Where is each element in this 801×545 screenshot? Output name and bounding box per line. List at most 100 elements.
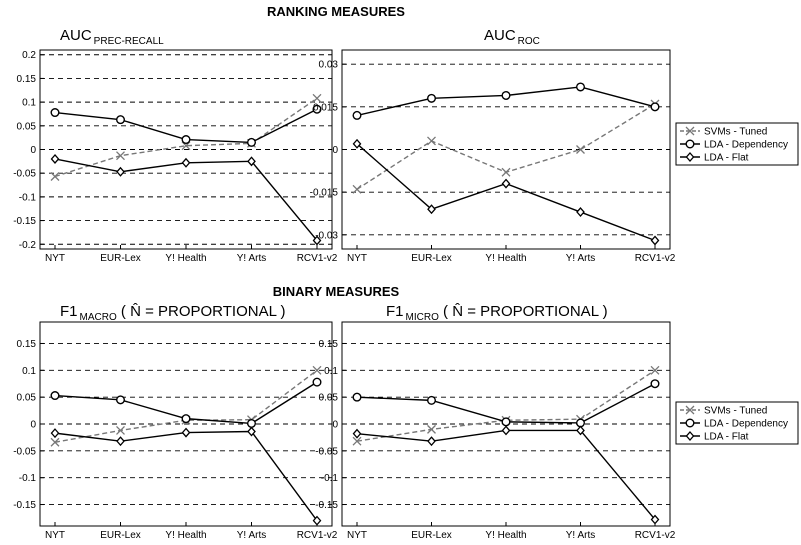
y-tick-label: 0.1	[22, 366, 36, 377]
data-point	[181, 414, 191, 424]
chart-title-suffix: ( N̂ = PROPORTIONAL )	[117, 303, 286, 320]
data-point	[50, 108, 60, 118]
data-point	[427, 424, 436, 434]
y-tick-label: -0.05	[13, 446, 36, 457]
legend-label: SVMs - Tuned	[704, 127, 767, 138]
data-point	[352, 436, 362, 446]
series-line	[54, 97, 318, 178]
x-tick-label: Y! Arts	[566, 530, 595, 541]
y-tick-label: 0.03	[319, 60, 339, 71]
chart-title-main: AUC	[60, 27, 92, 44]
data-point	[312, 235, 322, 246]
chart-title-main: F1	[60, 303, 78, 320]
chart-title: AUC PREC-RECALL	[60, 27, 164, 47]
data-point	[427, 93, 437, 103]
x-tick-label: NYT	[347, 253, 367, 264]
y-tick-label: -0.1	[19, 473, 37, 484]
y-tick-label: -0.15	[13, 500, 36, 511]
legend-marker	[685, 126, 695, 136]
x-tick-label: Y! Health	[165, 253, 206, 264]
data-point	[246, 137, 256, 147]
data-point	[352, 428, 362, 439]
data-point	[650, 379, 660, 389]
data-point	[352, 110, 362, 120]
legend-2: SVMs - Tuned LDA - Dependency LDA - Flat	[675, 401, 799, 445]
legend-marker	[685, 405, 695, 415]
x-tick-label: Y! Health	[485, 253, 526, 264]
legend-marker	[685, 152, 695, 162]
series-d	[50, 153, 322, 246]
y-tick-label: 0.1	[324, 366, 338, 377]
section-title-binary: BINARY MEASURES	[273, 284, 400, 299]
x-tick-label: RCV1-v2	[635, 253, 676, 264]
data-point	[181, 427, 191, 438]
x-tick-label: EUR-Lex	[100, 530, 141, 541]
data-point	[427, 204, 436, 215]
chart-title-subscript: PREC-RECALL	[94, 36, 164, 47]
y-tick-label: -0.1	[321, 473, 339, 484]
legend-label: SVMs - Tuned	[704, 406, 767, 417]
legend-item: SVMs - Tuned	[680, 406, 767, 417]
data-point	[116, 436, 125, 447]
chart-title: AUC ROC	[484, 27, 540, 47]
data-point	[650, 514, 660, 525]
plot-frame	[341, 321, 671, 527]
data-point	[247, 156, 256, 167]
series-line	[54, 158, 318, 241]
data-point	[116, 425, 125, 435]
data-point	[247, 426, 256, 437]
data-point	[501, 417, 511, 427]
legend-item: LDA - Flat	[680, 431, 749, 443]
y-tick-label: 0	[30, 145, 36, 156]
data-point	[352, 138, 362, 149]
y-tick-label: -0.05	[315, 446, 338, 457]
data-point	[576, 82, 586, 92]
data-point	[650, 235, 660, 246]
legend-label: LDA - Flat	[704, 153, 749, 164]
legend-item: LDA - Dependency	[680, 419, 788, 430]
plot-frame	[341, 49, 671, 250]
data-point	[352, 184, 362, 194]
legend-label: LDA - Dependency	[704, 140, 788, 151]
y-tick-label: 0.1	[22, 98, 36, 109]
legend-1: SVMs - Tuned LDA - Dependency LDA - Flat	[675, 122, 799, 166]
y-tick-label: 0	[332, 420, 338, 431]
y-tick-label: 0.05	[17, 393, 37, 404]
data-point	[181, 135, 191, 145]
data-point	[50, 153, 60, 164]
chart-title-suffix: ( N̂ = PROPORTIONAL )	[439, 303, 608, 320]
x-tick-label: RCV1-v2	[297, 253, 338, 264]
x-tick-label: NYT	[45, 253, 65, 264]
legend-marker	[685, 431, 695, 441]
chart-title-main: AUC	[484, 27, 516, 44]
series-o	[352, 82, 660, 120]
series-d	[50, 426, 322, 526]
y-tick-label: -0.1	[19, 192, 37, 203]
data-point	[312, 515, 322, 526]
x-tick-label: RCV1-v2	[297, 530, 338, 541]
data-point	[427, 395, 437, 405]
y-tick-label: 0.15	[319, 339, 339, 350]
series-line	[356, 103, 656, 190]
data-point	[116, 166, 125, 177]
series-line	[356, 383, 656, 424]
data-point	[501, 425, 511, 436]
y-tick-label: -0.15	[13, 216, 36, 227]
y-tick-label: -0.05	[13, 169, 36, 180]
series-o	[50, 377, 322, 428]
data-point	[115, 115, 125, 125]
x-tick-label: NYT	[347, 530, 367, 541]
data-point	[650, 102, 660, 112]
chart-title-subscript: MICRO	[406, 312, 440, 323]
data-point	[50, 172, 60, 181]
x-tick-label: Y! Health	[485, 530, 526, 541]
x-tick-label: RCV1-v2	[635, 530, 676, 541]
y-tick-label: -0.015	[310, 188, 339, 199]
plot-frame	[39, 321, 333, 527]
data-point	[427, 136, 436, 146]
y-tick-label: -0.03	[315, 230, 338, 241]
data-point	[501, 90, 511, 100]
chart-title-main: F1	[386, 303, 404, 320]
data-point	[181, 157, 191, 168]
data-point	[501, 178, 511, 189]
